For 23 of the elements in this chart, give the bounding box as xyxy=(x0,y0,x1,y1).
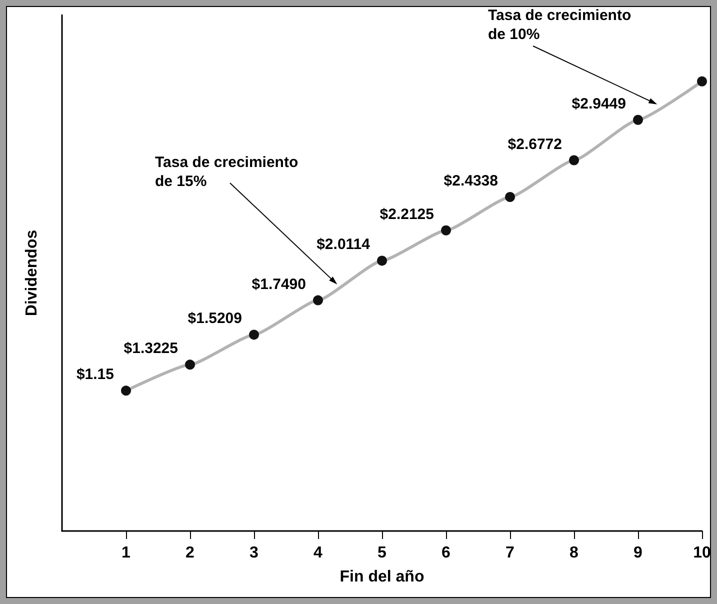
data-label: $1.3225 xyxy=(124,340,178,358)
data-label: $1.15 xyxy=(76,366,114,384)
data-label: $2.9449 xyxy=(572,95,626,112)
x-tick-label: 3 xyxy=(250,544,259,562)
x-tick-label: 6 xyxy=(442,544,451,562)
x-tick-label: 2 xyxy=(186,544,195,562)
data-label: $1.7490 xyxy=(252,276,306,293)
y-axis-title: Dividendos xyxy=(24,230,40,316)
data-label: $1.5209 xyxy=(188,310,242,328)
x-tick-label: 9 xyxy=(634,544,643,562)
x-tick-label: 8 xyxy=(570,544,579,562)
data-label: $2.6772 xyxy=(508,136,562,153)
annotation: Tasa de crecimiento de 10% xyxy=(488,6,632,44)
x-tick-label: 7 xyxy=(506,544,515,562)
x-tick-label: 1 xyxy=(122,544,131,562)
annotation: Tasa de crecimiento de 15% xyxy=(155,153,298,191)
data-label: $2.2125 xyxy=(380,206,434,223)
x-axis-title: Fin del año xyxy=(340,568,424,586)
x-tick-label: 10 xyxy=(693,544,711,562)
data-label: $2.0114 xyxy=(316,236,371,254)
data-label: $2.4338 xyxy=(444,172,498,190)
x-tick-label: 4 xyxy=(314,544,323,562)
x-tick-label: 5 xyxy=(378,544,387,562)
